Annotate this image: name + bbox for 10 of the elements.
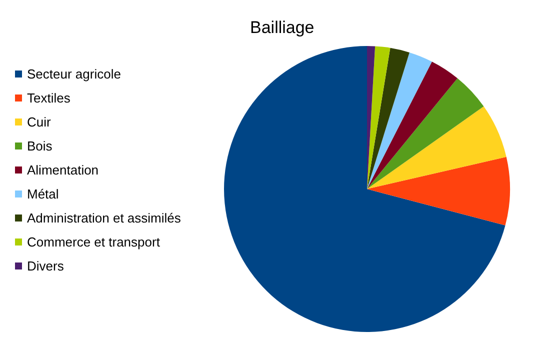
- legend-label: Bois: [27, 138, 53, 154]
- legend-label: Métal: [27, 186, 59, 202]
- legend-label: Textiles: [27, 90, 71, 106]
- legend-label: Commerce et transport: [27, 234, 160, 250]
- legend-label: Administration et assimilés: [27, 210, 182, 226]
- chart-title: Bailliage: [250, 18, 314, 37]
- legend-label: Alimentation: [27, 162, 99, 178]
- legend-label: Secteur agricole: [27, 66, 121, 82]
- legend-label: Cuir: [27, 114, 52, 130]
- legend-label: Divers: [27, 258, 64, 274]
